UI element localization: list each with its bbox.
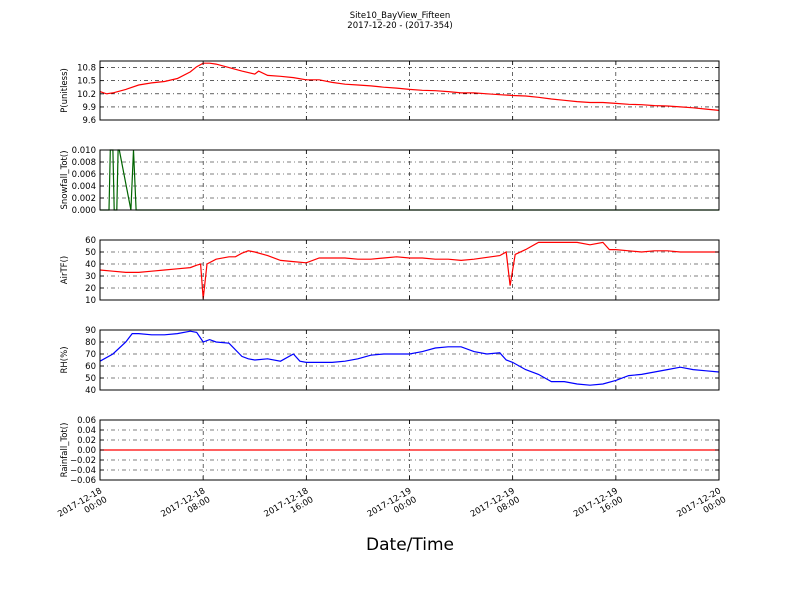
series-line-2-0	[100, 149, 719, 211]
y-axis-label-2: Snowfall_Tot()	[60, 150, 70, 209]
figure-title: Site10_BayView_Fifteen	[350, 11, 451, 21]
ytick-label-3-5: 60	[85, 236, 96, 246]
ytick-label-4-1: 50	[85, 374, 96, 384]
ytick-label-5-0: −0.06	[70, 476, 96, 486]
series-line-4-0	[99, 330, 720, 386]
panels: 9.69.910.210.510.8P(unitless)0.0000.0020…	[56, 60, 728, 520]
ytick-label-4-2: 60	[85, 362, 96, 372]
ytick-label-1-1: 9.9	[82, 103, 96, 113]
series-line-1-0	[99, 62, 720, 111]
ytick-label-1-0: 9.6	[82, 116, 96, 126]
y-axis-label-3: AirTF()	[60, 256, 70, 284]
ytick-label-4-4: 80	[85, 338, 96, 348]
x-axis-label: Date/Time	[366, 535, 454, 555]
ytick-label-4-5: 90	[85, 326, 96, 336]
panel-2: 0.000 0.002 0.004 0.006 0.008 0.010Snowfall_T…	[60, 146, 720, 216]
y-axis-label-5: Rainfall_Tot()	[60, 423, 70, 478]
ytick-label-5-4: 0.02	[77, 436, 96, 446]
ytick-label-1-2: 10.2	[77, 90, 96, 100]
panel-4: 40 50 60 70 80 90 RH(%)	[60, 326, 720, 396]
ytick-label-4-3: 70	[85, 350, 96, 360]
ytick-label-2-4: 0.008	[72, 158, 96, 168]
figure-subtitle: 2017-12-20 - (2017-354)	[347, 21, 452, 31]
panel-1: 9.6 9.9 10.2 10.5 10.8 P(unitless)	[60, 60, 720, 126]
ytick-label-1-4: 10.8	[77, 64, 96, 74]
ytick-label-4-0: 40	[85, 386, 96, 396]
ytick-label-3-2: 30	[85, 272, 96, 282]
y-axis-label-4: RH(%)	[60, 346, 70, 373]
ytick-label-3-3: 40	[85, 260, 96, 270]
ytick-label-5-2: −0.02	[70, 456, 96, 466]
series-line-3-0	[99, 241, 719, 299]
ytick-label-2-5: 0.010	[72, 146, 96, 156]
ytick-label-2-0: 0.000	[72, 206, 96, 216]
panel-5: −0.06−0.04−0.020.000.020.040.06 Rainfall_…	[60, 416, 720, 486]
ytick-label-2-2: 0.004	[72, 182, 96, 192]
ytick-label-2-1: 0.002	[72, 194, 96, 204]
ytick-label-5-6: 0.06	[77, 416, 96, 426]
ytick-label-3-4: 50	[85, 248, 96, 258]
y-axis-label-1: P(unitless)	[60, 68, 70, 113]
ytick-label-3-1: 20	[85, 284, 96, 294]
ytick-label-3-0: 10	[85, 296, 96, 306]
panel-3: 10 20 30 40 50 60 AirTF()	[60, 236, 720, 306]
ytick-label-5-3: 0.00	[77, 446, 96, 456]
ytick-label-5-1: −0.04	[70, 466, 96, 476]
ytick-label-5-5: 0.04	[77, 426, 96, 436]
ytick-label-1-3: 10.5	[77, 77, 96, 87]
ytick-label-2-3: 0.006	[72, 170, 96, 180]
